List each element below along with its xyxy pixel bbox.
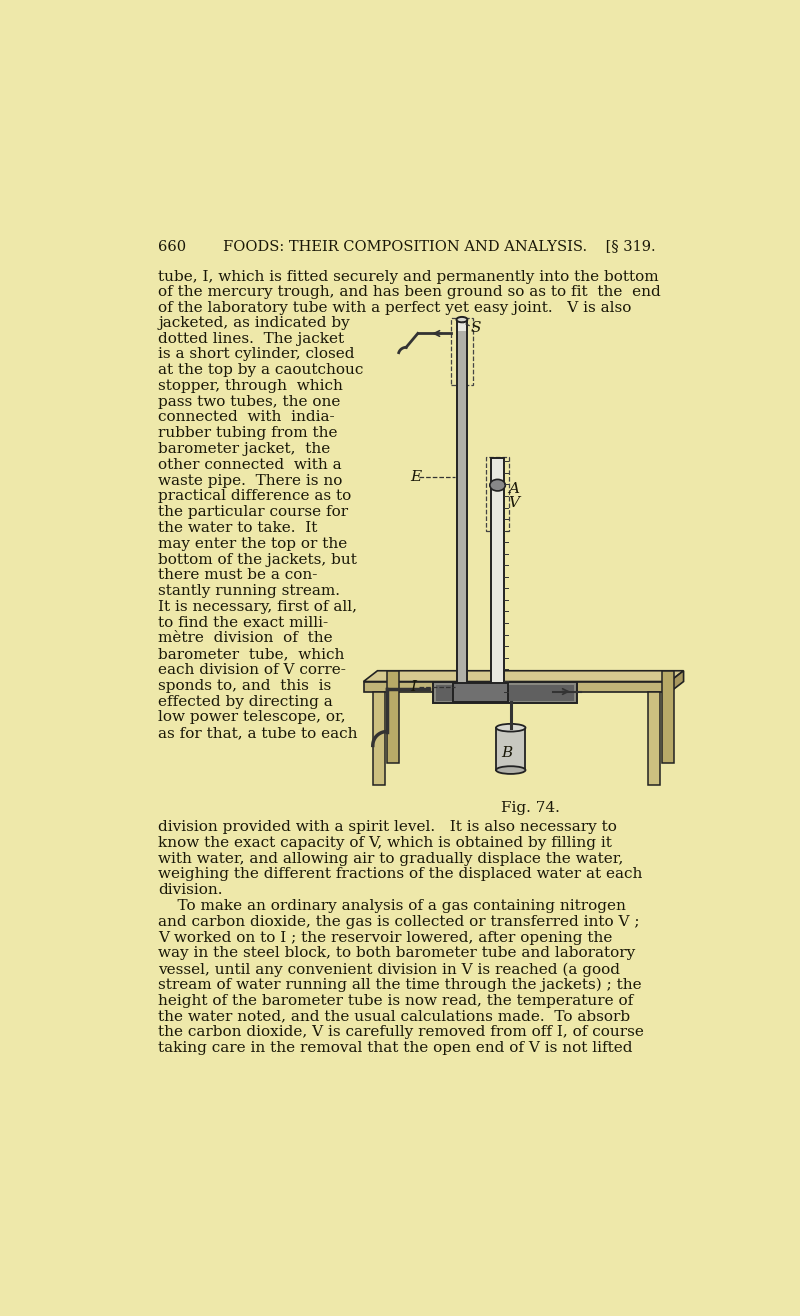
Text: division provided with a spirit level.   It is also necessary to: division provided with a spirit level. I…: [158, 820, 617, 834]
Text: effected by directing a: effected by directing a: [158, 695, 333, 708]
Text: the carbon dioxide, V is carefully removed from off I, of course: the carbon dioxide, V is carefully remov…: [158, 1025, 644, 1040]
Ellipse shape: [457, 317, 467, 322]
Text: each division of V corre-: each division of V corre-: [158, 663, 346, 676]
Text: pass two tubes, the one: pass two tubes, the one: [158, 395, 341, 409]
Polygon shape: [670, 671, 683, 692]
Text: jacketed, as indicated by: jacketed, as indicated by: [158, 316, 350, 330]
Text: bottom of the jackets, but: bottom of the jackets, but: [158, 553, 357, 567]
Polygon shape: [662, 671, 674, 763]
Text: V: V: [509, 496, 519, 511]
Text: It is necessary, first of all,: It is necessary, first of all,: [158, 600, 357, 613]
Text: with water, and allowing air to gradually displace the water,: with water, and allowing air to graduall…: [158, 851, 623, 866]
Text: connected  with  india-: connected with india-: [158, 411, 334, 425]
Bar: [453, 683, 508, 701]
Polygon shape: [363, 671, 683, 682]
Text: V worked on to I ; the reservoir lowered, after opening the: V worked on to I ; the reservoir lowered…: [158, 930, 613, 945]
Polygon shape: [363, 682, 670, 692]
Text: other connected  with a: other connected with a: [158, 458, 342, 472]
Ellipse shape: [490, 479, 506, 491]
Text: and carbon dioxide, the gas is collected or transferred into V ;: and carbon dioxide, the gas is collected…: [158, 915, 640, 929]
Text: the particular course for: the particular course for: [158, 505, 348, 520]
Text: 660        FOODS: THEIR COMPOSITION AND ANALYSIS.    [§ 319.: 660 FOODS: THEIR COMPOSITION AND ANALYSI…: [158, 238, 656, 253]
Text: at the top by a caoutchouc: at the top by a caoutchouc: [158, 363, 363, 378]
Text: stream of water running all the time through the jackets) ; the: stream of water running all the time thr…: [158, 978, 642, 992]
Text: barometer  tube,  which: barometer tube, which: [158, 647, 345, 661]
Polygon shape: [457, 320, 467, 700]
Ellipse shape: [496, 766, 526, 774]
Ellipse shape: [496, 724, 526, 732]
Polygon shape: [373, 692, 386, 784]
Text: E: E: [410, 471, 421, 484]
Text: is a short cylinder, closed: is a short cylinder, closed: [158, 347, 354, 362]
Text: sponds to, and  this  is: sponds to, and this is: [158, 679, 331, 692]
Polygon shape: [434, 682, 577, 703]
Text: weighing the different fractions of the displaced water at each: weighing the different fractions of the …: [158, 867, 642, 882]
Text: To make an ordinary analysis of a gas containing nitrogen: To make an ordinary analysis of a gas co…: [158, 899, 626, 913]
Text: practical difference as to: practical difference as to: [158, 490, 351, 504]
Text: A: A: [509, 482, 519, 496]
Text: S: S: [470, 321, 481, 336]
Text: dotted lines.  The jacket: dotted lines. The jacket: [158, 332, 344, 346]
Polygon shape: [435, 684, 574, 700]
Text: to find the exact milli-: to find the exact milli-: [158, 616, 328, 629]
Polygon shape: [458, 332, 466, 700]
Text: waste pipe.  There is no: waste pipe. There is no: [158, 474, 342, 488]
Polygon shape: [491, 458, 504, 700]
Text: B: B: [502, 746, 513, 759]
Text: tube, I, which is fitted securely and permanently into the bottom: tube, I, which is fitted securely and pe…: [158, 270, 658, 283]
Text: division.: division.: [158, 883, 222, 898]
Text: height of the barometer tube is now read, the temperature of: height of the barometer tube is now read…: [158, 994, 634, 1008]
Bar: [496, 728, 526, 770]
Text: barometer jacket,  the: barometer jacket, the: [158, 442, 330, 457]
Text: stantly running stream.: stantly running stream.: [158, 584, 340, 597]
Text: of the mercury trough, and has been ground so as to fit  the  end: of the mercury trough, and has been grou…: [158, 286, 661, 299]
Text: the water to take.  It: the water to take. It: [158, 521, 318, 536]
Text: I: I: [410, 680, 416, 694]
Text: rubber tubing from the: rubber tubing from the: [158, 426, 338, 441]
Text: there must be a con-: there must be a con-: [158, 569, 318, 582]
Text: know the exact capacity of V, which is obtained by filling it: know the exact capacity of V, which is o…: [158, 836, 612, 850]
Text: stopper, through  which: stopper, through which: [158, 379, 343, 393]
Text: Fig. 74.: Fig. 74.: [501, 801, 559, 815]
Text: as for that, a tube to each: as for that, a tube to each: [158, 726, 358, 740]
Text: the water noted, and the usual calculations made.  To absorb: the water noted, and the usual calculati…: [158, 1009, 630, 1024]
Text: way in the steel block, to both barometer tube and laboratory: way in the steel block, to both baromete…: [158, 946, 635, 961]
Polygon shape: [648, 692, 660, 784]
Text: mètre  division  of  the: mètre division of the: [158, 632, 333, 645]
Text: may enter the top or the: may enter the top or the: [158, 537, 347, 551]
Text: of the laboratory tube with a perfect yet easy joint.   V is also: of the laboratory tube with a perfect ye…: [158, 301, 631, 315]
Text: vessel, until any convenient division in V is reached (a good: vessel, until any convenient division in…: [158, 962, 620, 976]
Text: low power telescope, or,: low power telescope, or,: [158, 711, 346, 724]
Polygon shape: [386, 671, 399, 763]
Text: taking care in the removal that the open end of V is not lifted: taking care in the removal that the open…: [158, 1041, 633, 1055]
